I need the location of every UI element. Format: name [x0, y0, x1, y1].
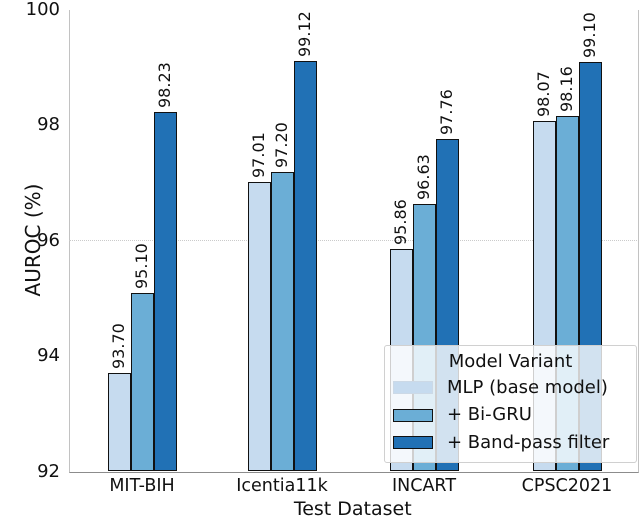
bar-Icentia11k-+ Band-pass filter — [293, 60, 317, 472]
legend-item-label: + Band-pass filter — [447, 431, 610, 453]
x-tick-INCART: INCART — [391, 476, 457, 496]
bar-value-label: 95.10 — [132, 242, 151, 289]
x-tick-CPSC2021: CPSC2021 — [521, 476, 613, 496]
bar-value-label: 97.20 — [272, 121, 291, 168]
legend-swatch-icon — [393, 408, 433, 422]
legend-item-label: MLP (base model) — [447, 376, 608, 398]
legend-item-+ Bi-GRU: + Bi-GRU — [393, 402, 628, 430]
bar-MIT-BIH-MLP (base model) — [107, 373, 131, 472]
bar-value-label: 99.12 — [295, 10, 314, 57]
bar-value-label: 96.63 — [414, 154, 433, 201]
y-tick-94: 94 — [37, 345, 60, 367]
legend-item-label: + Bi-GRU — [447, 404, 532, 426]
x-axis-label: Test Dataset — [293, 498, 412, 519]
legend-title: Model Variant — [448, 351, 573, 372]
bar-MIT-BIH-+ Bi-GRU — [130, 292, 154, 472]
bar-value-label: 95.86 — [391, 199, 410, 245]
bar-value-label: 98.23 — [155, 62, 174, 109]
bar-value-label: 97.01 — [249, 132, 268, 179]
x-tick-MIT-BIH: MIT-BIH — [109, 476, 175, 496]
y-tick-98: 98 — [37, 114, 60, 136]
bar-Icentia11k-MLP (base model) — [247, 182, 271, 472]
y-tick-92: 92 — [37, 460, 60, 482]
legend-swatch-icon — [393, 381, 433, 395]
x-tick-Icentia11k: Icentia11k — [236, 476, 328, 496]
legend-item-MLP (base model): MLP (base model) — [393, 374, 628, 402]
reference-gridline-96 — [68, 239, 637, 241]
y-tick-100: 100 — [25, 0, 60, 20]
bar-value-label: 99.10 — [580, 12, 599, 58]
legend: Model Variant MLP (base model) + Bi-GRU + … — [384, 345, 637, 463]
bar-value-label: 98.16 — [557, 66, 576, 113]
bar-value-label: 97.76 — [437, 89, 456, 136]
bar-value-label: 93.70 — [109, 323, 128, 370]
bar-value-label: 98.07 — [534, 71, 553, 118]
bar-MIT-BIH-+ Band-pass filter — [153, 112, 177, 472]
bar-Icentia11k-+ Bi-GRU — [270, 171, 294, 472]
legend-swatch-icon — [393, 436, 433, 450]
legend-item-+ Band-pass filter: + Band-pass filter — [393, 429, 628, 457]
plot-area — [68, 10, 639, 473]
y-tick-96: 96 — [37, 229, 60, 251]
